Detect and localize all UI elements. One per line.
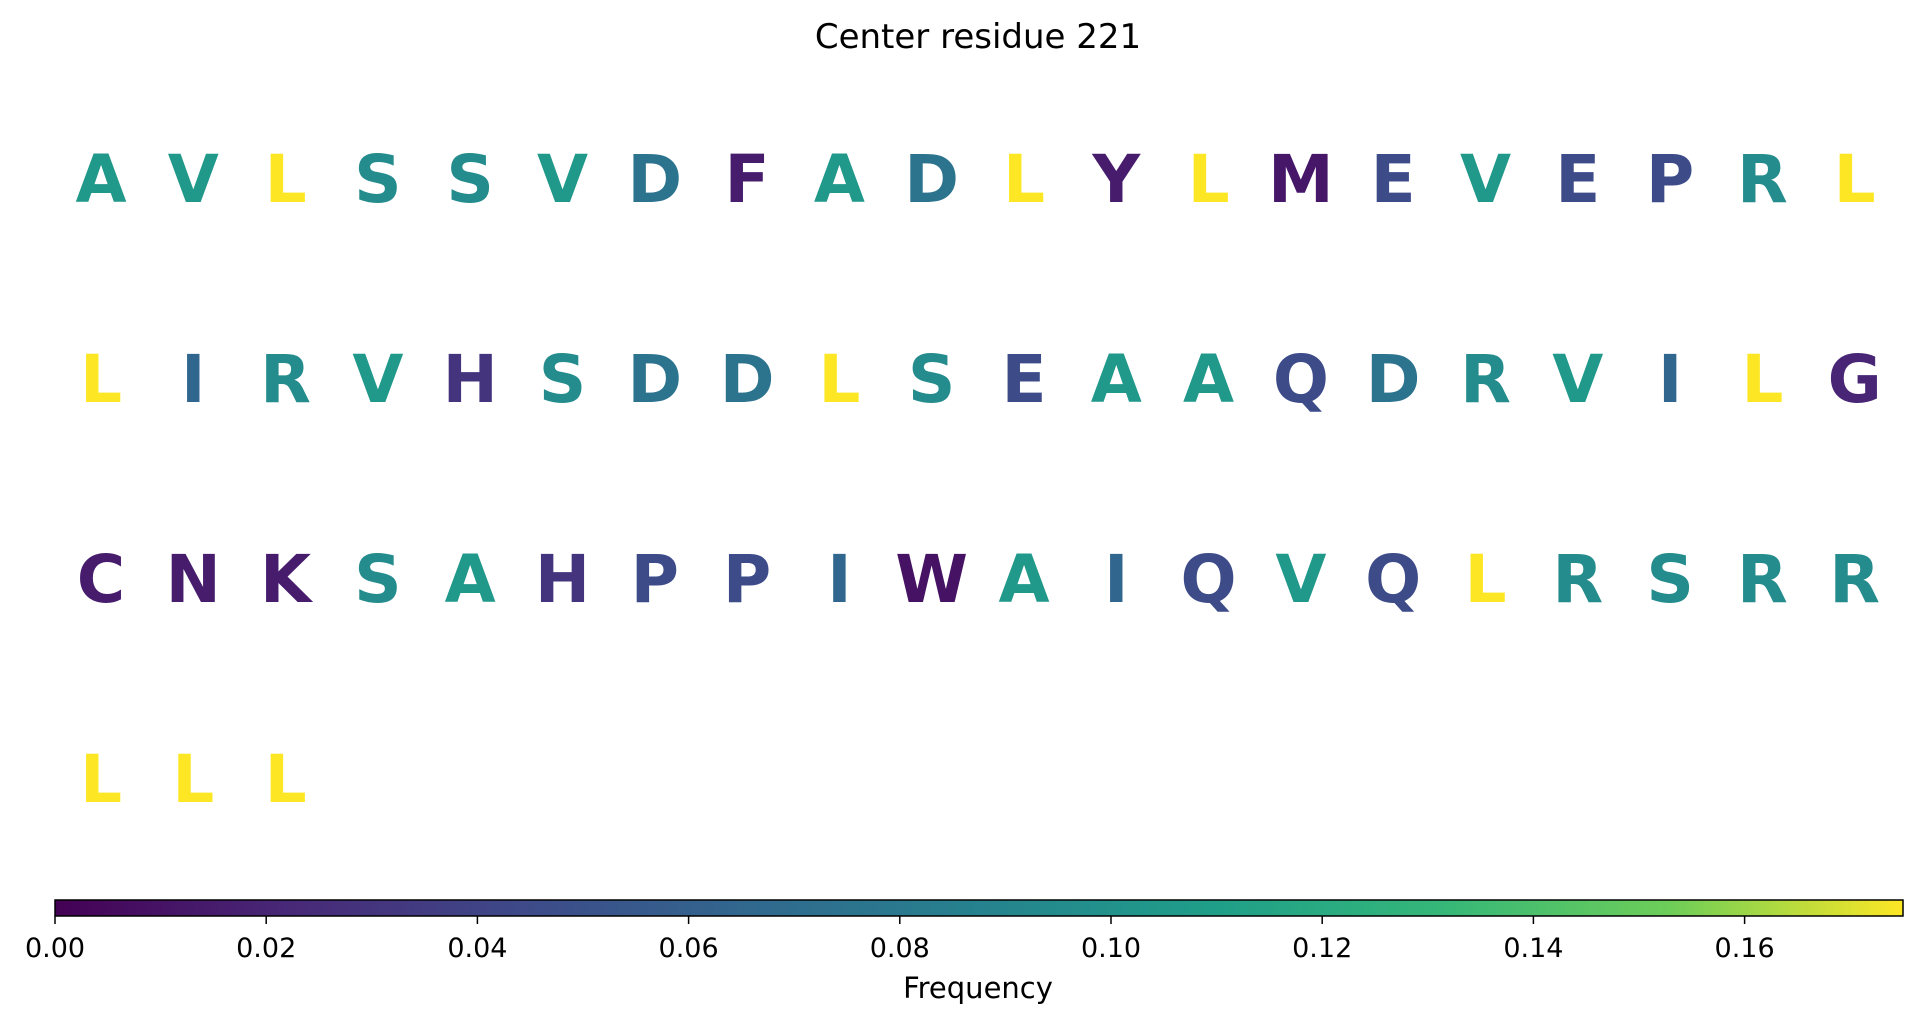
residue-letter: V xyxy=(1460,141,1511,218)
residue-letter: A xyxy=(998,541,1049,618)
residue-letter: E xyxy=(1371,141,1416,218)
residue-letter: P xyxy=(723,541,771,618)
residue-letter: R xyxy=(1737,541,1788,618)
residue-letter: A xyxy=(1091,341,1142,418)
residue-letter: M xyxy=(1268,141,1334,218)
residue-grid: A V L S S V D F A D L Y L M E V E P R LL I R V H S D D L S E A A Q D R V I L G… xyxy=(75,141,1881,818)
residue-letter: Q xyxy=(1273,341,1329,418)
residue-letter: S xyxy=(539,341,587,418)
residue-letter: L xyxy=(1741,341,1783,418)
residue-letter: S xyxy=(354,541,402,618)
residue-letter: Y xyxy=(1091,141,1141,218)
colorbar-tick-label: 0.14 xyxy=(1503,933,1563,964)
colorbar-tick-label: 0.06 xyxy=(659,933,719,964)
residue-letter: V xyxy=(537,141,588,218)
residue-letter: V xyxy=(352,341,403,418)
residue-letter: R xyxy=(1737,141,1788,218)
residue-letter: A xyxy=(814,141,865,218)
residue-letter: A xyxy=(445,541,496,618)
colorbar-tick-label: 0.02 xyxy=(236,933,296,964)
residue-letter: L xyxy=(1834,141,1876,218)
residue-letter: D xyxy=(720,341,775,418)
residue-letter: K xyxy=(260,541,314,618)
residue-letter: L xyxy=(265,741,307,818)
residue-letter: L xyxy=(1003,141,1045,218)
residue-letter: E xyxy=(1555,141,1600,218)
residue-letter: L xyxy=(818,341,860,418)
colorbar-label: Frequency xyxy=(903,971,1053,1005)
residue-letter: G xyxy=(1828,341,1882,418)
residue-letter: V xyxy=(1552,341,1603,418)
residue-letter: I xyxy=(827,541,852,618)
residue-letter: D xyxy=(1366,341,1421,418)
residue-letter: I xyxy=(1658,341,1683,418)
residue-letter: E xyxy=(1001,341,1046,418)
colorbar-tick-label: 0.04 xyxy=(447,933,507,964)
residue-letter: A xyxy=(1183,341,1234,418)
residue-letter: F xyxy=(725,141,770,218)
residue-letter: L xyxy=(80,341,122,418)
residue-letter: P xyxy=(1646,141,1694,218)
residue-letter: A xyxy=(75,141,126,218)
residue-letter: I xyxy=(181,341,206,418)
residue-letter: R xyxy=(1460,341,1511,418)
chart-title: Center residue 221 xyxy=(815,17,1141,57)
residue-letter: L xyxy=(1464,541,1506,618)
residue-letter: R xyxy=(1829,541,1880,618)
residue-letter: L xyxy=(1188,141,1230,218)
colorbar-tick-label: 0.12 xyxy=(1292,933,1352,964)
residue-letter: S xyxy=(354,141,402,218)
colorbar-gradient xyxy=(54,899,1904,917)
residue-letter: Q xyxy=(1365,541,1421,618)
residue-letter: R xyxy=(1552,541,1603,618)
residue-letter: W xyxy=(895,541,968,618)
residue-letter: R xyxy=(260,341,311,418)
residue-letter: V xyxy=(1275,541,1326,618)
residue-letter: S xyxy=(908,341,956,418)
residue-letter: S xyxy=(1646,541,1694,618)
residue-letter: L xyxy=(172,741,214,818)
residue-letter: Q xyxy=(1181,541,1237,618)
colorbar-tick-label: 0.16 xyxy=(1715,933,1775,964)
colorbar-ticks: 0.00 0.02 0.04 0.06 0.08 0.10 0.12 0.14 0.16 xyxy=(25,916,1775,964)
residue-letter: D xyxy=(627,341,682,418)
colorbar-tick-label: 0.10 xyxy=(1081,933,1141,964)
residue-letter: P xyxy=(631,541,679,618)
residue-letter: H xyxy=(535,541,590,618)
colorbar-tick-label: 0.00 xyxy=(25,933,85,964)
residue-letter: V xyxy=(168,141,219,218)
residue-letter: I xyxy=(1104,541,1129,618)
residue-letter: H xyxy=(443,341,498,418)
residue-letter: D xyxy=(627,141,682,218)
colorbar-tick-label: 0.08 xyxy=(870,933,930,964)
residue-letter: S xyxy=(446,141,494,218)
residue-letter: L xyxy=(80,741,122,818)
residue-letter: C xyxy=(77,541,125,618)
residue-letter: D xyxy=(904,141,959,218)
residue-letter: N xyxy=(166,541,221,618)
colorbar: 0.00 0.02 0.04 0.06 0.08 0.10 0.12 0.14 0.16 Fre… xyxy=(25,899,1904,1005)
residue-letter: L xyxy=(265,141,307,218)
